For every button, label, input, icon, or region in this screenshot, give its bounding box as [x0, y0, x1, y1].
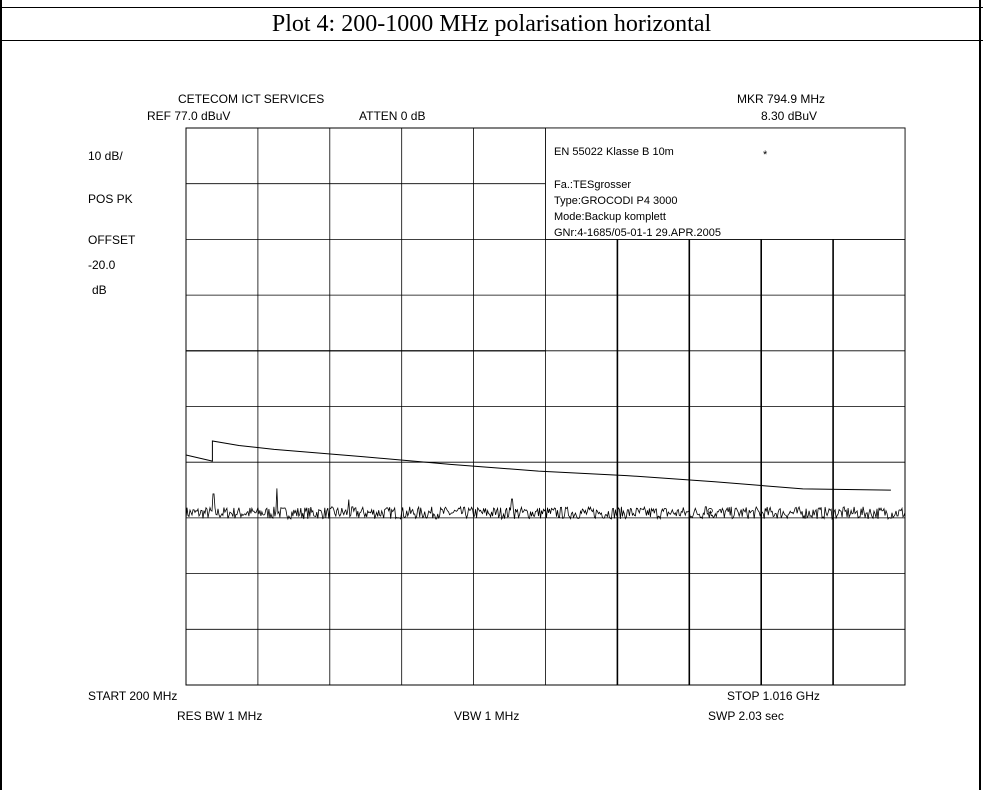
info-box: [545, 127, 906, 240]
info-company: Fa.:TESgrosser: [554, 179, 632, 191]
offset-value: -20.0: [88, 258, 116, 272]
offset-unit: dB: [92, 283, 107, 297]
info-type: Type:GROCODI P4 3000: [554, 195, 678, 207]
vbw-label: VBW 1 MHz: [454, 709, 520, 723]
limit-line-qp: [185, 440, 891, 491]
ref-level-label: REF 77.0 dBuV: [147, 109, 231, 123]
top-rule: [0, 7, 983, 8]
plot-title: Plot 4: 200-1000 MHz polarisation horizo…: [0, 8, 983, 41]
info-marker-symbol: *: [763, 149, 768, 161]
stop-freq-label: STOP 1.016 GHz: [727, 689, 820, 703]
marker-point: [707, 508, 713, 514]
start-freq-label: START 200 MHz: [88, 689, 178, 703]
info-mode: Mode:Backup komplett: [554, 211, 666, 223]
info-standard: EN 55022 Klasse B 10m: [554, 146, 674, 158]
sweep-time-label: SWP 2.03 sec: [708, 709, 784, 723]
info-test-number: GNr:4-1685/05-01-1 29.APR.2005: [554, 227, 721, 239]
res-bw-label: RES BW 1 MHz: [177, 709, 263, 723]
marker-level-label: 8.30 dBuV: [761, 109, 818, 123]
offset-label: OFFSET: [88, 233, 136, 247]
scale-label: 10 dB/: [88, 149, 123, 163]
marker-freq-label: MKR 794.9 MHz: [737, 92, 826, 106]
atten-label: ATTEN 0 dB: [359, 109, 426, 123]
detector-label: POS PK: [88, 192, 133, 206]
measurement-trace: [185, 488, 906, 521]
company-label: CETECOM ICT SERVICES: [178, 92, 325, 106]
